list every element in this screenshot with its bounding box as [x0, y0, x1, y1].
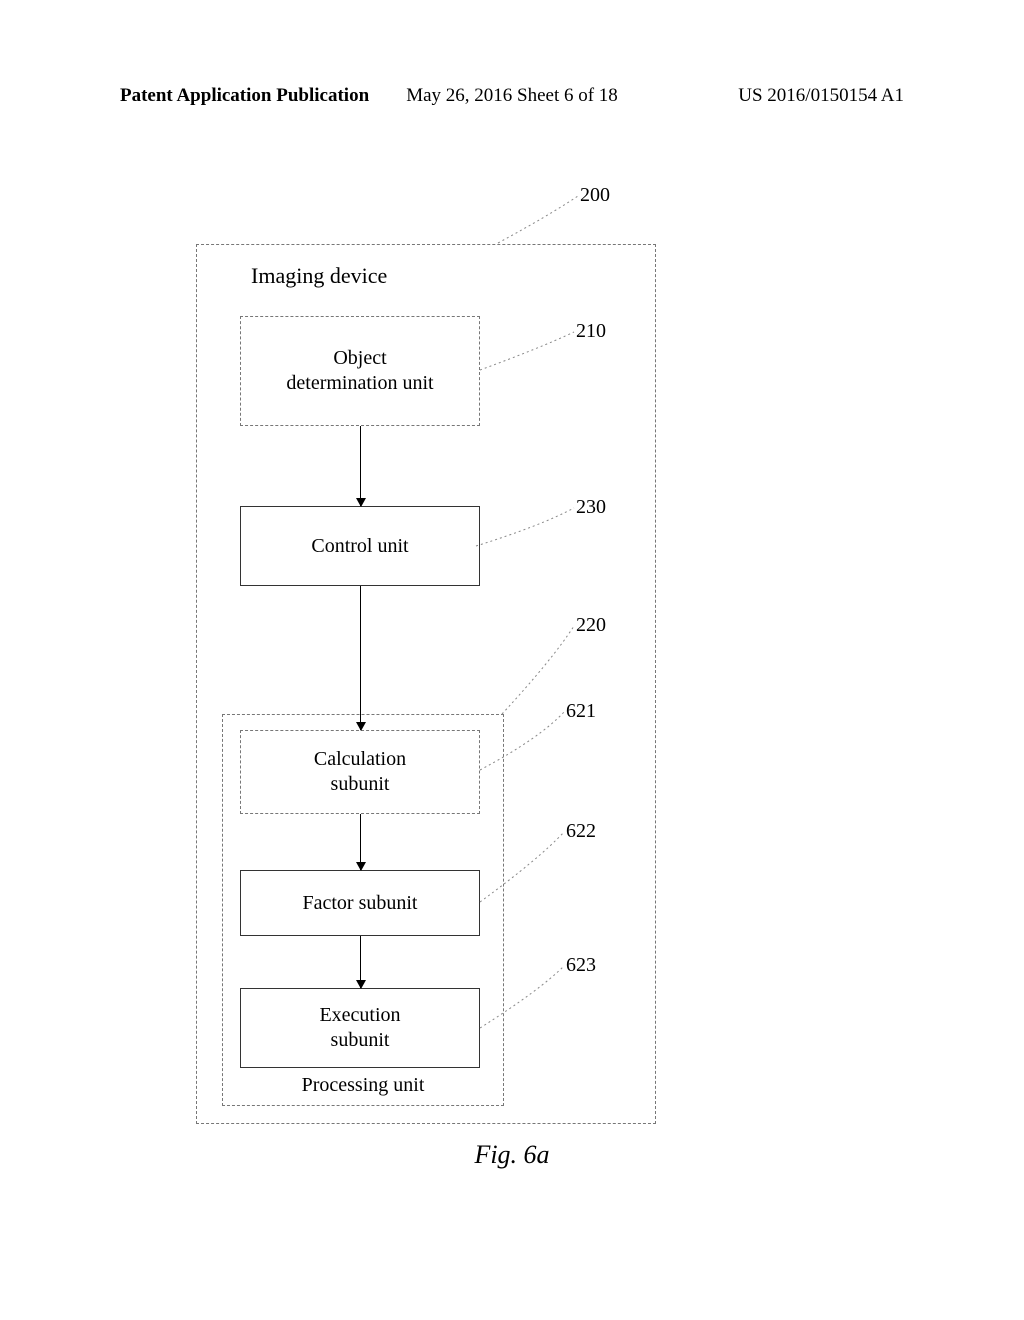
- processing-unit-title: Processing unit: [223, 1074, 503, 1097]
- execution-subunit-block: Executionsubunit: [240, 988, 480, 1068]
- header-center: May 26, 2016 Sheet 6 of 18: [406, 85, 618, 107]
- diagram-area: Imaging device Processing unit Objectdet…: [0, 190, 1024, 1190]
- imaging-device-title: Imaging device: [215, 263, 637, 289]
- page-header: Patent Application Publication May 26, 2…: [0, 85, 1024, 107]
- object-determination-unit-block: Objectdetermination unit: [240, 316, 480, 426]
- ref-200: 200: [580, 184, 610, 207]
- ref-220: 220: [576, 614, 606, 637]
- factor-subunit-block: Factor subunit: [240, 870, 480, 936]
- block-label: Calculationsubunit: [314, 747, 406, 797]
- ref-621: 621: [566, 700, 596, 723]
- block-label: Factor subunit: [303, 891, 418, 916]
- block-label: Control unit: [311, 534, 408, 559]
- ref-210: 210: [576, 320, 606, 343]
- page-root: Patent Application Publication May 26, 2…: [0, 0, 1024, 1320]
- ref-623: 623: [566, 954, 596, 977]
- block-label: Objectdetermination unit: [286, 346, 433, 396]
- calculation-subunit-block: Calculationsubunit: [240, 730, 480, 814]
- header-left: Patent Application Publication: [120, 85, 369, 107]
- figure-caption: Fig. 6a: [0, 1140, 1024, 1170]
- ref-230: 230: [576, 496, 606, 519]
- header-right: US 2016/0150154 A1: [738, 85, 904, 107]
- block-label: Executionsubunit: [319, 1003, 400, 1053]
- control-unit-block: Control unit: [240, 506, 480, 586]
- ref-622: 622: [566, 820, 596, 843]
